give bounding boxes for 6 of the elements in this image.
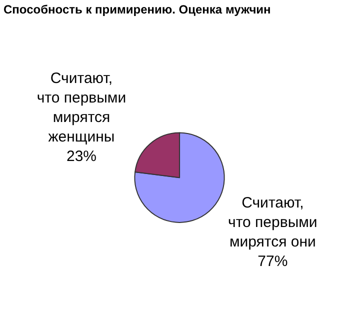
slice-label: Считают, что первыми мирятся они (228, 194, 318, 251)
data-label: 77% (258, 253, 288, 270)
chart-title: Способность к примирению. Оценка мужчин (4, 2, 271, 16)
slice-label: Считают, что первыми мирятся женщины (36, 70, 126, 146)
data-label: 23% (66, 148, 97, 165)
pie-slice (134, 132, 225, 223)
